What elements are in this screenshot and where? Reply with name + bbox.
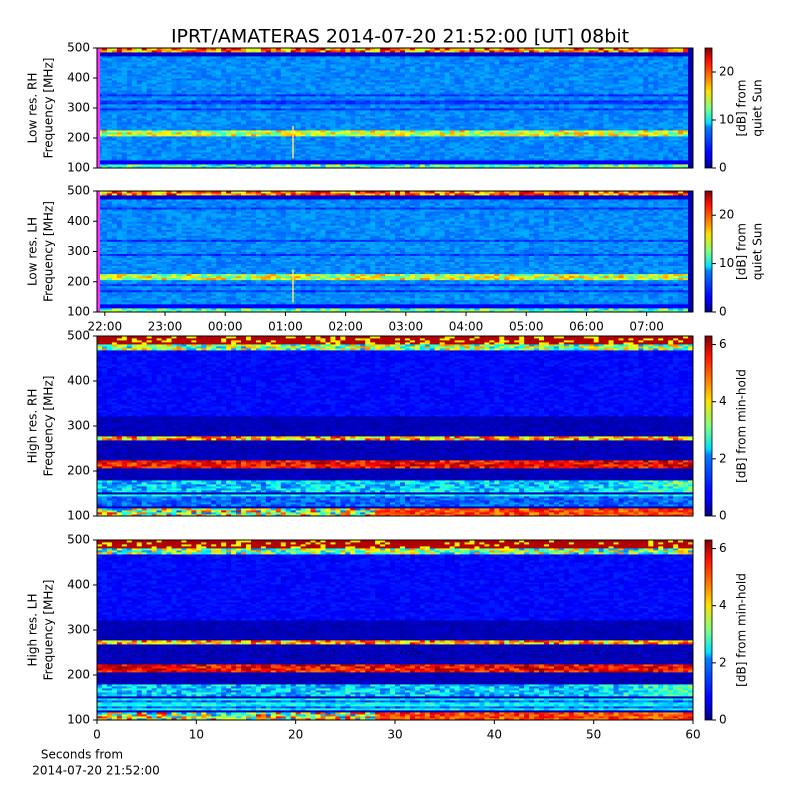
figure-title: IPRT/AMATERAS 2014-07-20 21:52:00 [UT] 0… <box>171 26 629 48</box>
